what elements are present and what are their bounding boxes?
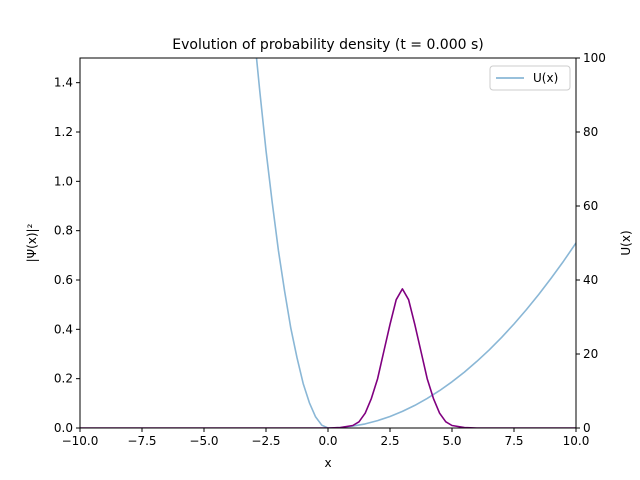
x-tick-label: −2.5: [251, 434, 280, 448]
y-axis-left-label: |Ψ(x)|²: [25, 223, 39, 262]
y-axis-left: 0.0 0.2 0.4 0.6 0.8 1.0 1.2 1.4: [54, 76, 80, 435]
legend: U(x): [489, 65, 571, 91]
probability-density-line: [80, 288, 576, 428]
y-left-tick-label: 0.0: [54, 421, 73, 435]
y-axis-right-label: U(x): [619, 230, 633, 255]
y-right-tick-label: 20: [583, 347, 598, 361]
legend-box: [489, 65, 571, 91]
chart-title: Evolution of probability density (t = 0.…: [172, 37, 483, 53]
y-right-tick-label: 40: [583, 273, 598, 287]
y-left-tick-label: 0.8: [54, 224, 73, 238]
x-tick-label: 10.0: [563, 434, 590, 448]
x-tick-label: 2.5: [380, 434, 399, 448]
x-tick-label: 0.0: [318, 434, 337, 448]
y-right-tick-label: 60: [583, 199, 598, 213]
y-left-tick-label: 1.0: [54, 174, 73, 188]
y-left-tick-label: 0.2: [54, 372, 73, 386]
x-tick-label: −5.0: [189, 434, 218, 448]
y-axis-right: 0 20 40 60 80 100: [576, 51, 606, 435]
y-right-tick-label: 80: [583, 125, 598, 139]
x-tick-label: −7.5: [127, 434, 156, 448]
y-right-tick-label: 100: [583, 51, 606, 65]
series-layer: [80, 58, 576, 428]
y-left-tick-label: 1.2: [54, 125, 73, 139]
x-tick-label: 7.5: [504, 434, 523, 448]
x-axis: −10.0 −7.5 −5.0 −2.5 0.0 2.5 5.0 7.5 10.0: [62, 428, 590, 448]
legend-label: U(x): [533, 71, 558, 85]
x-tick-label: −10.0: [62, 434, 99, 448]
x-tick-label: 5.0: [442, 434, 461, 448]
potential-line: [255, 58, 576, 428]
y-left-tick-label: 0.6: [54, 273, 73, 287]
y-left-tick-label: 1.4: [54, 76, 73, 90]
y-right-tick-label: 0: [583, 421, 591, 435]
x-axis-label: x: [324, 456, 331, 470]
y-left-tick-label: 0.4: [54, 322, 73, 336]
